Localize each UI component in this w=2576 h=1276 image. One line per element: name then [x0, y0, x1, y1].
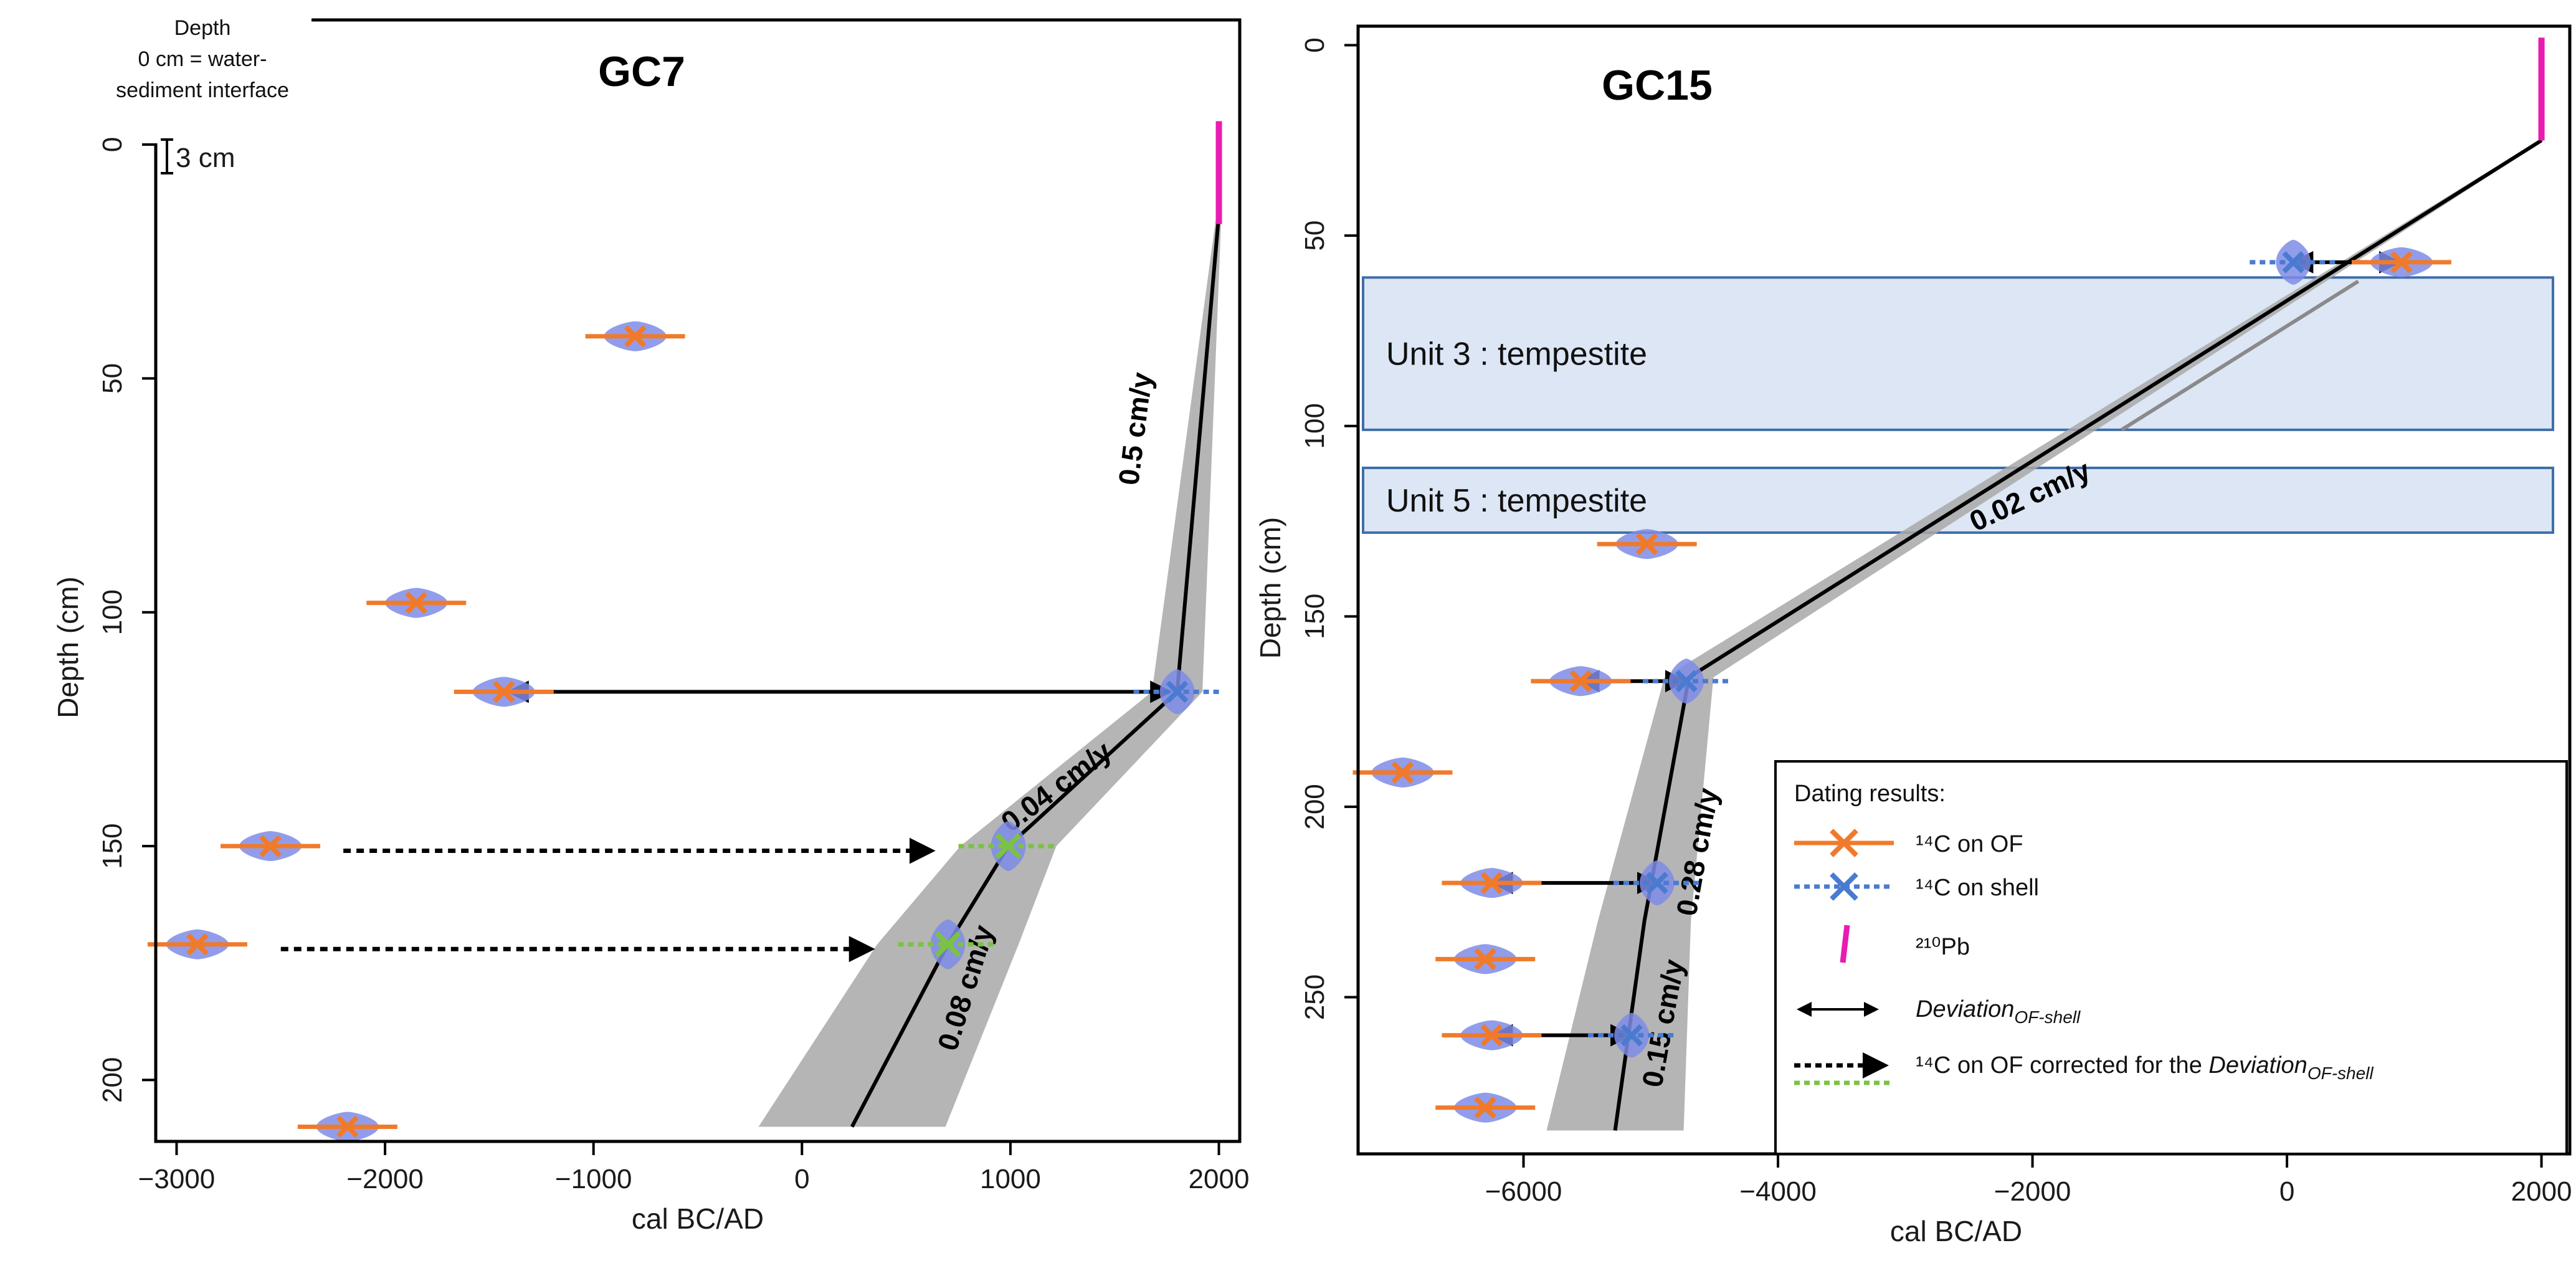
c14-shell-point — [1646, 872, 1668, 894]
c14-shell-point — [2282, 251, 2305, 274]
c14-of-point — [1474, 1096, 1497, 1119]
x-tick-label: 1000 — [980, 1164, 1041, 1194]
gc15-title: GC15 — [1602, 62, 1713, 109]
x-tick-label: −3000 — [138, 1164, 216, 1194]
gc7-plot-frame — [154, 18, 1242, 1143]
c14-of-point — [405, 591, 428, 614]
legend-item-c14-of: ¹⁴C on OF — [1794, 829, 2023, 857]
c14-of-point — [1635, 533, 1658, 556]
svg-text:sediment interface: sediment interface — [116, 79, 289, 102]
y-tick-label: 150 — [97, 823, 128, 869]
x-tick-label: 2000 — [1189, 1164, 1250, 1194]
c14-of-point — [1391, 761, 1414, 784]
c14-of-point — [1480, 1024, 1503, 1047]
x-tick-label: 0 — [2279, 1176, 2294, 1207]
age-model-line-interrupted — [2120, 279, 2360, 432]
c14-of-point — [259, 835, 282, 857]
corrected-point — [934, 931, 961, 958]
c14-shell-point — [1675, 670, 1698, 693]
legend: Dating results: ¹⁴C on OF ¹⁴C on shell ²… — [1774, 760, 2568, 1155]
c14-of-point — [1480, 872, 1503, 894]
legend-item-c14-shell: ¹⁴C on shell — [1794, 872, 2039, 901]
y-tick-label: 0 — [97, 137, 128, 152]
depth-note: Depth 0 cm = water- sediment interface — [116, 16, 289, 102]
y-axis-title: Depth (cm) — [1254, 517, 1286, 659]
svg-text:¹⁴C on shell: ¹⁴C on shell — [1916, 875, 2039, 901]
legend-title: Dating results: — [1794, 781, 1946, 807]
svg-text:¹⁴C on OF: ¹⁴C on OF — [1916, 831, 2023, 857]
legend-box — [1774, 760, 2568, 1155]
svg-text:Depth: Depth — [174, 16, 231, 40]
y-tick-label: 250 — [1300, 974, 1330, 1020]
y-tick-label: 50 — [97, 363, 128, 394]
svg-text:3 cm: 3 cm — [176, 143, 235, 173]
c14-of-point — [624, 325, 647, 348]
x-tick-label: 0 — [794, 1164, 809, 1194]
scale-bar: 3 cm — [161, 138, 235, 174]
x-tick-label: −4000 — [1739, 1176, 1817, 1207]
y-tick-label: 200 — [97, 1057, 128, 1103]
svg-text:²¹⁰Pb: ²¹⁰Pb — [1916, 934, 1970, 960]
legend-item-corrected: ¹⁴C on OF corrected for the DeviationOF-… — [1794, 1052, 2374, 1085]
svg-text:0 cm = water-: 0 cm = water- — [138, 47, 267, 71]
x-tick-label: −2000 — [346, 1164, 424, 1194]
y-tick-label: 50 — [1300, 221, 1330, 251]
unit-band — [1362, 276, 2554, 431]
x-tick-label: −2000 — [1994, 1176, 2071, 1207]
x-tick-label: −1000 — [555, 1164, 632, 1194]
y-tick-label: 100 — [97, 589, 128, 635]
gc7-panel: 0.5 cm/y0.04 cm/y0.08 cm/y −3000 −2000 −10… — [52, 0, 1249, 1235]
c14-of-point — [1569, 670, 1592, 693]
svg-text:¹⁴C on OF corrected for the De: ¹⁴C on OF corrected for the DeviationOF-… — [1916, 1052, 2374, 1083]
y-tick-label: 150 — [1300, 594, 1330, 639]
svg-text:DeviationOF-shell: DeviationOF-shell — [1916, 996, 2081, 1027]
sedimentation-rate-label: 0.5 cm/y — [1112, 370, 1158, 487]
x-tick-label: 2000 — [2511, 1176, 2572, 1207]
x-tick-label: −6000 — [1485, 1176, 1562, 1207]
c14-of-point — [336, 1115, 359, 1138]
c14-of-point — [186, 933, 209, 956]
y-tick-label: 200 — [1300, 784, 1330, 829]
c14-shell-point — [1620, 1024, 1643, 1047]
unit-label: Unit 3 : tempestite — [1386, 336, 1647, 373]
age-model-envelope — [758, 214, 1222, 1127]
c14-of-point — [1474, 948, 1497, 971]
y-tick-label: 0 — [1300, 37, 1330, 52]
x-axis-title: cal BC/AD — [632, 1202, 764, 1235]
legend-item-pb210: ²¹⁰Pb — [1840, 925, 1970, 963]
unit-label: Unit 5 : tempestite — [1386, 483, 1647, 519]
x-axis-title: cal BC/AD — [1890, 1215, 2022, 1247]
gc7-title: GC7 — [598, 48, 685, 95]
c14-of-point — [492, 680, 515, 703]
y-tick-label: 100 — [1300, 403, 1330, 449]
legend-item-deviation: DeviationOF-shell — [1797, 996, 2081, 1027]
gc15-panel: Unit 3 : tempestite Unit 5 : tempestite 0… — [1254, 24, 2572, 1247]
c14-of-point — [2390, 251, 2413, 274]
corrected-point — [995, 833, 1022, 859]
y-axis-title: Depth (cm) — [52, 576, 84, 718]
c14-shell-point — [1166, 680, 1189, 703]
